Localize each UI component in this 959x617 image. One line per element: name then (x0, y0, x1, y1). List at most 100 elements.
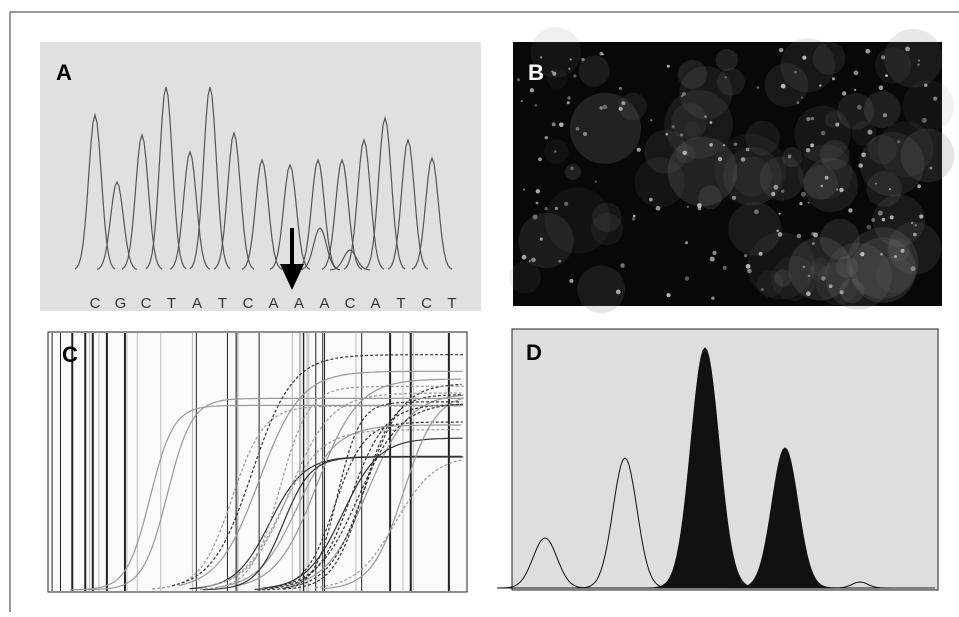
peak (576, 457, 674, 589)
base-letter: A (319, 295, 329, 312)
base-letter: C (141, 295, 152, 312)
speck (824, 175, 829, 180)
speck (529, 88, 535, 93)
haze (863, 91, 901, 129)
base-letter: C (90, 295, 101, 312)
speck (819, 84, 822, 87)
speck (758, 251, 763, 256)
speck (682, 150, 687, 156)
haze (715, 48, 738, 72)
speck (917, 59, 921, 62)
panel-c: C (47, 331, 468, 593)
haze (902, 80, 955, 132)
haze (677, 59, 708, 89)
haze (723, 146, 782, 206)
base-letter: T (218, 295, 227, 312)
trace-peak (145, 86, 187, 270)
speck (566, 101, 570, 105)
speck (631, 217, 636, 221)
speck (933, 96, 938, 101)
haze (684, 120, 701, 138)
haze (667, 136, 738, 207)
speck (831, 77, 835, 81)
chromatogram (74, 86, 453, 271)
speck (913, 232, 917, 237)
haze (578, 55, 610, 87)
speck (914, 223, 918, 227)
speck (532, 214, 538, 220)
base-letter: T (396, 295, 405, 312)
haze (819, 139, 850, 170)
trace-peak (74, 112, 116, 270)
curve (262, 437, 463, 589)
speck (821, 276, 826, 281)
haze (819, 218, 861, 260)
curve (152, 405, 465, 590)
haze (590, 212, 624, 246)
speck (594, 180, 597, 183)
haze (771, 256, 817, 301)
haze (837, 92, 875, 130)
speck (539, 237, 543, 241)
speck (717, 156, 723, 162)
speck (867, 129, 873, 135)
speck (919, 214, 924, 219)
speck (888, 187, 892, 191)
haze (782, 147, 803, 168)
speck (535, 189, 541, 194)
curve (287, 394, 464, 587)
haze (747, 231, 815, 300)
speck (575, 126, 580, 131)
panel-b: B (508, 27, 955, 314)
speck (778, 212, 781, 215)
speck (650, 119, 653, 122)
speck (567, 96, 571, 100)
speck (878, 85, 884, 90)
haze (728, 202, 782, 256)
speck (697, 203, 702, 208)
trace-peak (321, 158, 363, 270)
trace-peak (189, 86, 231, 270)
speck (745, 263, 751, 269)
haze (577, 265, 626, 314)
haze (569, 92, 642, 164)
curve (201, 429, 462, 588)
haze (671, 103, 708, 140)
speck (554, 206, 559, 210)
speck (655, 205, 661, 211)
speck (554, 150, 557, 153)
peak (828, 581, 892, 589)
speck (801, 191, 806, 197)
speck (820, 130, 826, 136)
trace-peak (387, 138, 429, 270)
base-letter: C (421, 295, 432, 312)
speck (860, 252, 865, 257)
speck (889, 215, 894, 220)
speck (801, 96, 804, 99)
speck (539, 56, 543, 59)
haze (850, 237, 917, 303)
haze (812, 42, 846, 75)
speck (799, 202, 803, 206)
speck (521, 254, 527, 260)
speck (747, 268, 752, 274)
haze (859, 132, 925, 197)
speck (704, 115, 707, 118)
speck (732, 195, 736, 200)
trace-peak (121, 132, 163, 270)
speck (848, 208, 853, 213)
trace-peak (169, 150, 211, 270)
trace-peak (364, 115, 406, 270)
speck (910, 266, 916, 272)
speck (806, 291, 811, 297)
speck (857, 104, 862, 110)
speck (874, 182, 877, 185)
speck (841, 91, 847, 96)
speck (780, 189, 785, 193)
speck (615, 289, 621, 295)
trace-peak (96, 180, 138, 270)
speck (787, 154, 792, 159)
speck (520, 100, 523, 103)
